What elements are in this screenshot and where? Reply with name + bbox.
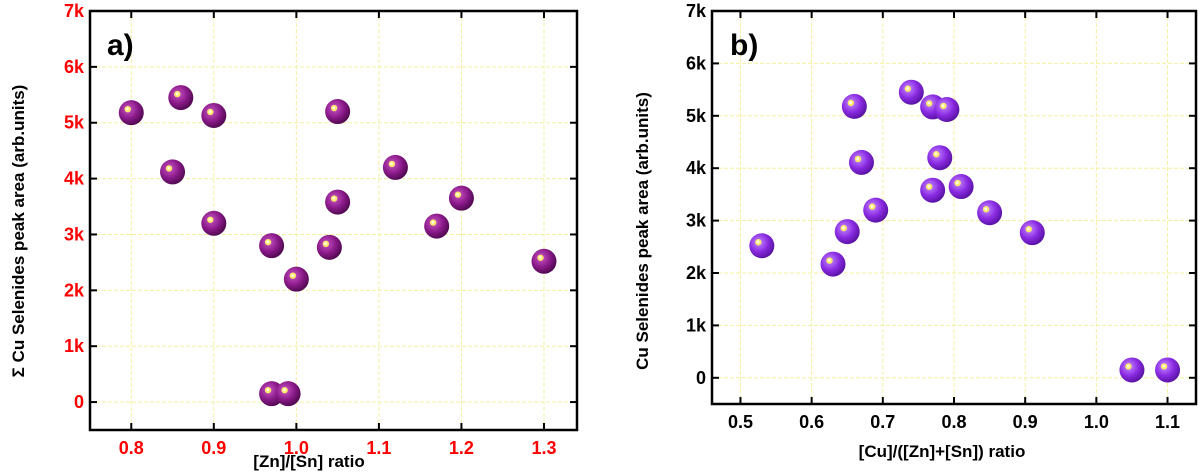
panel-a-points	[118, 85, 557, 407]
panel-a-x-tick-label: 1.3	[531, 438, 556, 458]
panel-b-grid	[712, 10, 1196, 404]
panel-a-axes	[88, 9, 579, 432]
panel-a-data-point	[316, 234, 342, 260]
panel-a-data-point	[168, 85, 194, 111]
panel-b-data-point	[1119, 357, 1145, 383]
panel-b-data-point	[848, 149, 874, 175]
panel-b-y-tick-label: 2k	[686, 263, 707, 283]
panel-a-label: a)	[107, 29, 134, 62]
panel-b-data-point	[927, 145, 953, 171]
panel-a-x-tick-label: 1.1	[366, 438, 391, 458]
panel-a-y-tick-label: 4k	[64, 169, 85, 189]
panel-a-data-point	[259, 233, 285, 259]
panel-a-data-point	[160, 159, 186, 185]
panel-a-y-tick-label: 7k	[64, 1, 85, 21]
panel-b-ticks: 0.5 0.6 0.7 0.8 0.9 1.0 1.1 0 1k 2k 3k 4k 5k 6k 7k	[686, 1, 1196, 432]
panel-a-data-point	[275, 381, 301, 407]
panel-a-y-tick-label: 5k	[64, 113, 85, 133]
panel-a-data-point	[325, 99, 351, 125]
panel-b-x-tick-label: 1.1	[1155, 412, 1180, 432]
panel-b-y-axis-label: Cu Selenides peak area (arb.units)	[633, 92, 652, 370]
panel-a-y-tick-label: 3k	[64, 224, 85, 244]
panel-a-data-point	[424, 213, 450, 239]
panel-a-data-point	[201, 210, 227, 236]
panel-b-x-tick-label: 0.5	[728, 412, 753, 432]
panel-a-y-tick-label: 0	[74, 392, 84, 412]
panel-a-y-axis-label: Σ Cu Selenides peak area (arb.units)	[9, 85, 28, 378]
panel-a-y-tick-label: 1k	[64, 336, 85, 356]
panel-a-frame	[88, 9, 579, 432]
panel-a-x-tick-label: 1.0	[284, 438, 309, 458]
panel-a-ticks: 0.8 0.9 1.0 1.1 1.2 1.3 0 1k 2k 3k 4k 5k 6k 7k	[64, 1, 577, 458]
panel-b-y-tick-label: 0	[696, 368, 706, 388]
panel-a-grid	[90, 10, 577, 430]
panel-b-points	[749, 79, 1181, 383]
panel-b-data-point	[934, 97, 960, 123]
panel-b-y-tick-label: 6k	[686, 53, 707, 73]
panel-b-data-point	[749, 233, 775, 259]
panel-b-data-point	[977, 200, 1003, 226]
panel-a-data-point	[448, 185, 474, 211]
panel-b-data-point	[841, 93, 867, 119]
panel-a-x-axis-label: [Zn]/[Sn] ratio	[253, 452, 364, 471]
panel-a-data-point	[382, 154, 408, 180]
panel-b-x-tick-label: 0.7	[870, 412, 895, 432]
panel-b-x-tick-label: 0.9	[1013, 412, 1038, 432]
panel-b-x-tick-label: 1.0	[1084, 412, 1109, 432]
panel-b-data-point	[898, 79, 924, 105]
panel-b-x-tick-label: 0.8	[941, 412, 966, 432]
panel-b-data-point	[948, 174, 974, 200]
panel-b-data-point	[1019, 220, 1045, 246]
panel-a-x-tick-label: 0.9	[201, 438, 226, 458]
panel-b-data-point	[820, 251, 846, 277]
panel-a-x-tick-label: 1.2	[449, 438, 474, 458]
panel-b-data-point	[1155, 357, 1181, 383]
panel-b-label: b)	[730, 29, 758, 62]
panel-a-data-point	[118, 100, 144, 126]
panel-b-y-tick-label: 7k	[686, 1, 707, 21]
panel-b-axes	[710, 9, 1198, 406]
panel-a-data-point	[201, 102, 227, 128]
panel-a-x-tick-label: 0.8	[119, 438, 144, 458]
panel-b-data-point	[834, 219, 860, 245]
panel-a-data-point	[283, 266, 309, 292]
panel-b-frame	[710, 9, 1198, 406]
panel-b-y-tick-label: 5k	[686, 106, 707, 126]
panel-b-y-tick-label: 4k	[686, 158, 707, 178]
panel-b-x-axis-label: [Cu]/([Zn]+[Sn]) ratio	[859, 442, 1026, 461]
panel-b-y-tick-label: 3k	[686, 211, 707, 231]
panel-b-data-point	[863, 197, 889, 223]
panel-b-data-point	[920, 177, 946, 203]
panel-b-y-tick-label: 1k	[686, 315, 707, 335]
panel-a-y-tick-label: 2k	[64, 280, 85, 300]
panel-a-y-tick-label: 6k	[64, 57, 85, 77]
panel-a: 0.8 0.9 1.0 1.1 1.2 1.3 0 1k 2k 3k 4k 5k 6k 7k a) [Zn…	[9, 1, 579, 471]
panel-a-data-point	[325, 189, 351, 215]
panel-a-data-point	[531, 248, 557, 274]
panel-b-x-tick-label: 0.6	[799, 412, 824, 432]
